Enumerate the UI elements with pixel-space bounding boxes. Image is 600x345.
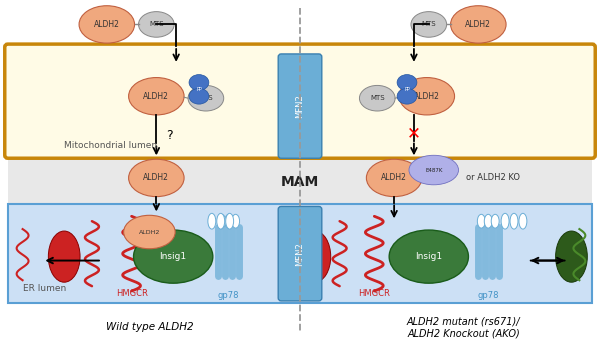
- Text: gp78: gp78: [478, 292, 499, 300]
- Text: PP: PP: [196, 87, 202, 92]
- Text: ?: ?: [166, 129, 173, 142]
- Ellipse shape: [299, 231, 331, 282]
- Bar: [8, 205, 592, 303]
- Ellipse shape: [232, 214, 239, 228]
- Text: ALDH2 mutant (rs671)/: ALDH2 mutant (rs671)/: [407, 317, 520, 327]
- Text: ALDH2: ALDH2: [143, 92, 169, 101]
- Ellipse shape: [397, 88, 417, 104]
- Text: ✕: ✕: [407, 125, 421, 142]
- Text: ALDH2: ALDH2: [139, 229, 160, 235]
- Ellipse shape: [399, 78, 455, 115]
- Text: Mitochondrial lumen: Mitochondrial lumen: [64, 141, 157, 150]
- Text: Insig1: Insig1: [160, 252, 187, 261]
- Text: MTS: MTS: [199, 95, 213, 101]
- Bar: [8, 146, 592, 303]
- Ellipse shape: [128, 78, 184, 115]
- Text: MTS: MTS: [370, 95, 385, 101]
- Ellipse shape: [556, 231, 587, 282]
- Ellipse shape: [478, 214, 485, 228]
- Ellipse shape: [484, 214, 492, 228]
- Ellipse shape: [128, 159, 184, 197]
- Text: MFN2: MFN2: [295, 242, 304, 266]
- Text: ALDH2: ALDH2: [381, 174, 407, 183]
- Text: ALDH2: ALDH2: [143, 174, 169, 183]
- Ellipse shape: [225, 214, 233, 228]
- Text: gp78: gp78: [218, 292, 239, 300]
- Text: ALDH2: ALDH2: [414, 92, 440, 101]
- Ellipse shape: [409, 155, 458, 185]
- Ellipse shape: [451, 6, 506, 43]
- Ellipse shape: [189, 88, 209, 104]
- Ellipse shape: [367, 159, 422, 197]
- Text: ER lumen: ER lumen: [23, 284, 66, 293]
- Ellipse shape: [208, 213, 216, 229]
- Text: Insig1: Insig1: [415, 252, 442, 261]
- Text: MTS: MTS: [421, 21, 436, 27]
- Ellipse shape: [139, 12, 174, 37]
- Text: E487K: E487K: [425, 168, 442, 172]
- Ellipse shape: [79, 6, 134, 43]
- Text: ALDH2: ALDH2: [466, 20, 491, 29]
- Text: or ALDH2 KO: or ALDH2 KO: [466, 174, 520, 183]
- Text: ALDH2: ALDH2: [94, 20, 120, 29]
- Ellipse shape: [359, 86, 395, 111]
- Ellipse shape: [519, 213, 527, 229]
- Ellipse shape: [189, 75, 209, 90]
- Ellipse shape: [226, 213, 233, 229]
- Ellipse shape: [188, 86, 224, 111]
- Ellipse shape: [124, 215, 175, 249]
- Ellipse shape: [491, 214, 499, 228]
- Ellipse shape: [218, 214, 226, 228]
- Text: HMGCR: HMGCR: [358, 288, 390, 297]
- Ellipse shape: [389, 230, 469, 283]
- FancyBboxPatch shape: [278, 206, 322, 301]
- Ellipse shape: [501, 213, 509, 229]
- Text: PP: PP: [404, 87, 410, 92]
- Ellipse shape: [411, 12, 446, 37]
- Text: MFN2: MFN2: [295, 94, 304, 118]
- Ellipse shape: [217, 213, 225, 229]
- Text: HMGCR: HMGCR: [116, 288, 148, 297]
- Ellipse shape: [49, 231, 80, 282]
- Text: MTS: MTS: [149, 21, 164, 27]
- Ellipse shape: [134, 230, 213, 283]
- Text: MAM: MAM: [281, 175, 319, 189]
- Ellipse shape: [510, 213, 518, 229]
- FancyBboxPatch shape: [5, 44, 595, 158]
- Text: Wild type ALDH2: Wild type ALDH2: [106, 323, 193, 333]
- Text: ALDH2 Knockout (AKO): ALDH2 Knockout (AKO): [407, 328, 520, 338]
- Ellipse shape: [397, 75, 417, 90]
- FancyBboxPatch shape: [278, 54, 322, 158]
